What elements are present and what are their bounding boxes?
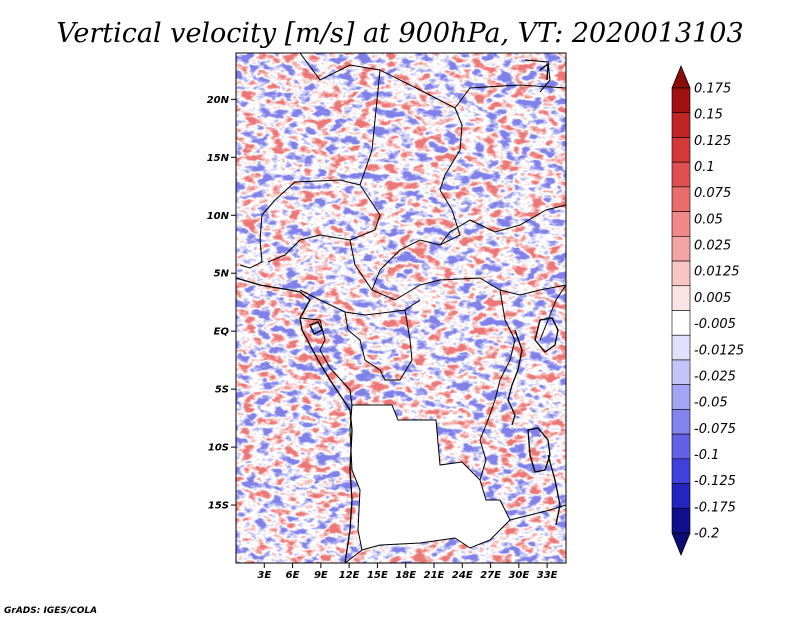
colorbar-label: -0.1: [694, 448, 719, 463]
x-tick-label: 24E: [452, 570, 473, 581]
colorbar-label: 0.025: [694, 239, 731, 254]
colorbar-bottom-arrow: [671, 532, 691, 557]
x-tick-label: 18E: [395, 570, 416, 581]
colorbar-swatch: [671, 310, 691, 336]
colorbar-label: 0.125: [694, 134, 731, 149]
x-tick-label: 33E: [537, 570, 558, 581]
x-tick-label: 3E: [257, 570, 271, 581]
colorbar-swatch: [671, 260, 691, 287]
colorbar-label: -0.175: [694, 500, 736, 515]
y-tick-label: 10S: [208, 443, 229, 454]
colorbar-swatch: [671, 334, 691, 361]
colorbar-label: -0.125: [694, 474, 736, 489]
x-tick-label: 12E: [339, 570, 360, 581]
colorbar-swatch: [671, 359, 691, 385]
no-data-region: [350, 405, 510, 550]
colorbar-swatch: [671, 211, 691, 237]
colorbar-label: 0.175: [694, 82, 731, 97]
x-tick-label: 30E: [508, 570, 529, 581]
colorbar-swatch: [671, 384, 691, 410]
plot-frame: [235, 52, 567, 564]
colorbar-label: -0.0125: [694, 343, 744, 358]
y-tick-label: 15S: [208, 501, 229, 512]
colorbar-swatch: [671, 285, 691, 311]
colorbar-label: -0.05: [694, 396, 728, 411]
colorbar-top-arrow: [671, 64, 691, 89]
y-tick-label: 5N: [214, 269, 230, 280]
y-tick-label: EQ: [214, 327, 230, 338]
colorbar-swatch: [671, 137, 691, 163]
colorbar-label: -0.025: [694, 369, 736, 384]
colorbar-label: 0.1: [694, 160, 715, 175]
colorbar-swatch: [671, 458, 691, 484]
colorbar-swatch: [671, 409, 691, 435]
colorbar-label: 0.15: [694, 108, 723, 123]
colorbar-swatch: [671, 186, 691, 212]
grads-credit: GrADS: IGES/COLA: [4, 606, 97, 616]
x-tick-label: 15E: [367, 570, 388, 581]
y-tick-label: 20N: [207, 95, 230, 106]
colorbar-swatch: [671, 483, 691, 509]
colorbar-swatch: [671, 433, 691, 460]
x-tick-label: 27E: [480, 570, 501, 581]
colorbar-swatch: [671, 236, 691, 262]
chart-title: Vertical velocity [m/s] at 900hPa, VT: 2…: [56, 18, 743, 49]
colorbar: 0.175 0.15 0.125 0.1 0.075 0.05 0.025 0.0125 0.0…: [671, 64, 744, 557]
colorbar-label: -0.2: [694, 527, 719, 542]
x-tick-label: 6E: [286, 570, 300, 581]
y-tick-label: 5S: [215, 385, 229, 396]
colorbar-label: -0.005: [694, 317, 736, 332]
x-axis: 3E 6E 9E 12E 15E 18E 21E 24E 27E 30E 33E: [257, 563, 558, 581]
colorbar-swatch: [671, 161, 691, 188]
colorbar-label: 0.005: [694, 291, 731, 306]
y-axis: 20N 15N 10N 5N EQ 5S 10S 15S: [207, 95, 236, 512]
colorbar-label: 0.075: [694, 186, 731, 201]
colorbar-label: -0.075: [694, 422, 736, 437]
x-tick-label: 21E: [424, 570, 445, 581]
country-borders: [239, 53, 566, 563]
colorbar-label: 0.05: [694, 212, 723, 227]
colorbar-swatch: [671, 507, 691, 534]
y-tick-label: 15N: [207, 153, 230, 164]
colorbar-swatch: [671, 112, 691, 138]
coastlines: [236, 62, 561, 563]
colorbar-label: 0.0125: [694, 265, 740, 280]
plot-area: [236, 53, 566, 563]
y-tick-label: 10N: [207, 211, 230, 222]
x-tick-label: 9E: [314, 570, 328, 581]
colorbar-swatch: [671, 87, 691, 114]
